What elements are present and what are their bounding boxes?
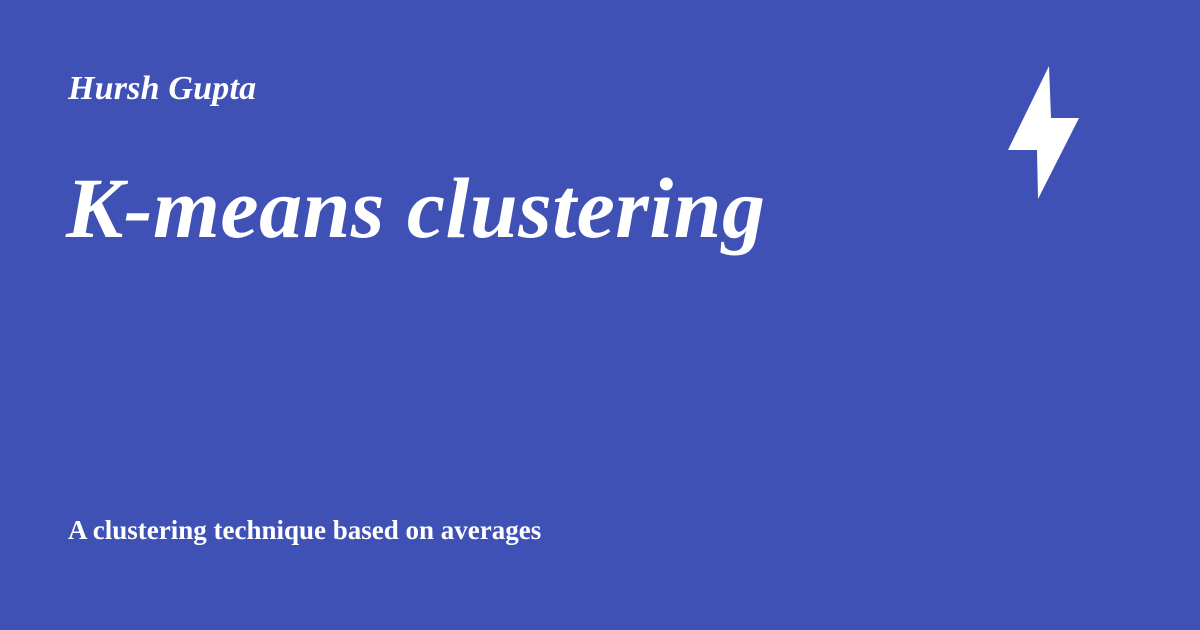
page-subtitle: A clustering technique based on averages: [68, 515, 542, 545]
author-name: Hursh Gupta: [68, 70, 257, 107]
page-title: K-means clustering: [66, 160, 766, 256]
lightning-bolt-icon: [1008, 66, 1079, 199]
